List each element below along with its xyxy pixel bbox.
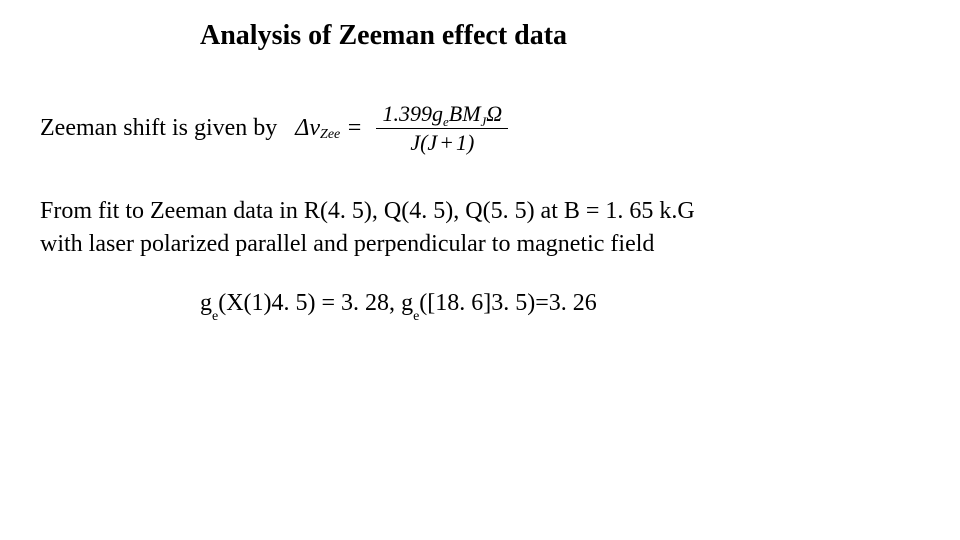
g1-subscript: e xyxy=(212,309,218,324)
den-rparen: ) xyxy=(467,130,474,155)
description-paragraph: From fit to Zeeman data in R(4. 5), Q(4.… xyxy=(40,195,920,260)
zeeman-formula: ΔνZee = 1.399geBMJΩ J(J+1) xyxy=(295,102,508,155)
nu-symbol: ν xyxy=(309,115,320,142)
para-line-1: From fit to Zeeman data in R(4. 5), Q(4.… xyxy=(40,198,695,224)
nu-subscript: Zee xyxy=(320,127,340,143)
num-g: g xyxy=(432,101,443,126)
den-plus: + xyxy=(439,130,454,155)
num-g-sub: e xyxy=(443,114,449,129)
g1-value: (X(1)4. 5) = 3. 28, xyxy=(218,290,395,316)
numerator: 1.399geBMJΩ xyxy=(376,102,508,129)
num-m: M xyxy=(462,101,480,126)
denominator: J(J+1) xyxy=(404,129,480,155)
results-line: ge(X(1)4. 5) = 3. 28, ge([18. 6]3. 5)=3.… xyxy=(200,290,920,321)
g2-symbol: g xyxy=(401,290,413,316)
intro-text: Zeeman shift is given by xyxy=(40,115,277,142)
den-j1: J xyxy=(410,130,420,155)
den-one: 1 xyxy=(456,130,467,155)
num-omega: Ω xyxy=(486,101,502,126)
num-m-sub: J xyxy=(481,114,487,129)
fraction: 1.399geBMJΩ J(J+1) xyxy=(376,102,508,155)
slide-title: Analysis of Zeeman effect data xyxy=(200,20,920,52)
num-coeff: 1.399 xyxy=(382,101,432,126)
para-line-2: with laser polarized parallel and perpen… xyxy=(40,231,654,257)
delta-symbol: Δ xyxy=(295,115,309,142)
formula-line: Zeeman shift is given by ΔνZee = 1.399ge… xyxy=(40,102,920,155)
g2-value: ([18. 6]3. 5)=3. 26 xyxy=(419,290,597,316)
g2-subscript: e xyxy=(413,309,419,324)
equals-sign: = xyxy=(346,115,362,142)
g1-symbol: g xyxy=(200,290,212,316)
num-b: B xyxy=(449,101,462,126)
den-j2: J xyxy=(427,130,437,155)
